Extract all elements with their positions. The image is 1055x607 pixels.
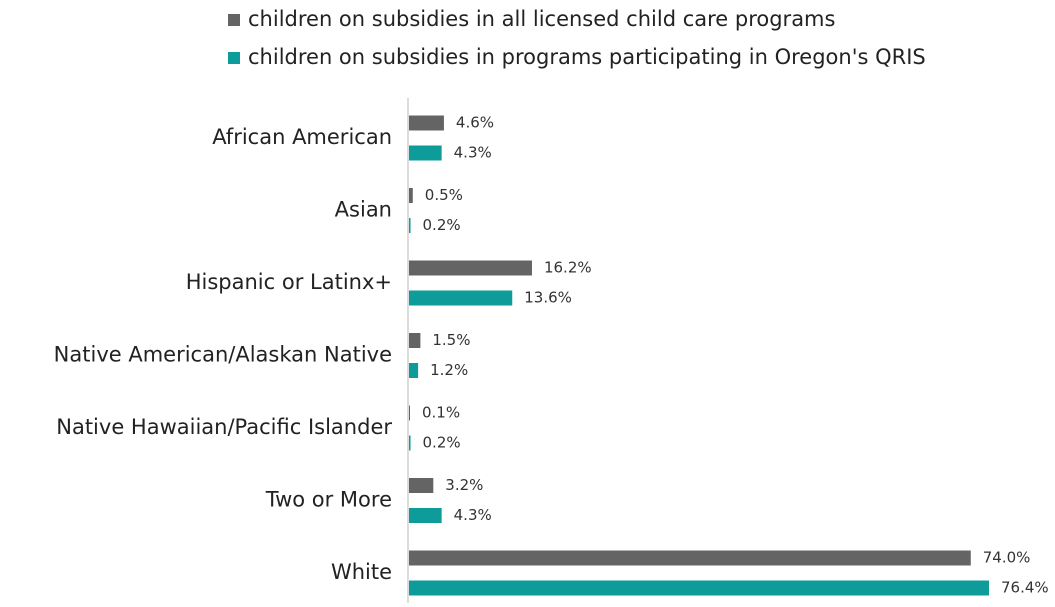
data-label-african-american-series-1: 4.6% bbox=[456, 114, 494, 132]
data-label-asian-series-2: 0.2% bbox=[423, 216, 461, 234]
data-label-two-or-more-series-1: 3.2% bbox=[445, 476, 483, 494]
data-label-native-hawaiian-pacific-islander-series-1: 0.1% bbox=[422, 404, 460, 422]
bar-hispanic-or-latinx-series-1 bbox=[409, 260, 532, 276]
bars bbox=[409, 115, 989, 596]
legend-label-1: children on subsidies in all licensed ch… bbox=[248, 7, 835, 31]
category-labels: African American Asian Hispanic or Latinx+… bbox=[54, 125, 393, 584]
category-label-hispanic-or-latinx: Hispanic or Latinx+ bbox=[186, 270, 392, 294]
category-label-white: White bbox=[331, 560, 392, 584]
data-label-asian-series-1: 0.5% bbox=[425, 186, 463, 204]
bar-white-series-2 bbox=[409, 580, 989, 596]
data-labels: 4.6% 4.3% 0.5% 0.2% 16.2% 13.6% 1.5% 1.2% 0.1% 0.… bbox=[422, 114, 1049, 597]
data-label-native-american-alaskan-native-series-2: 1.2% bbox=[430, 361, 468, 379]
data-label-native-american-alaskan-native-series-1: 1.5% bbox=[432, 331, 470, 349]
category-label-native-hawaiian-pacific-islander: Native Hawaiian/Pacific Islander bbox=[56, 415, 392, 439]
data-label-native-hawaiian-pacific-islander-series-2: 0.2% bbox=[423, 434, 461, 452]
data-label-white-series-2: 76.4% bbox=[1001, 579, 1049, 597]
data-label-hispanic-or-latinx-series-1: 16.2% bbox=[544, 259, 592, 277]
bar-two-or-more-series-2 bbox=[409, 508, 442, 523]
bar-african-american-series-2 bbox=[409, 145, 442, 161]
data-label-african-american-series-2: 4.3% bbox=[454, 144, 492, 162]
category-label-african-american: African American bbox=[212, 125, 392, 149]
category-label-native-american-alaskan-native: Native American/Alaskan Native bbox=[54, 343, 392, 367]
bar-two-or-more-series-1 bbox=[409, 478, 434, 493]
bar-native-hawaiian-pacific-islander-series-2 bbox=[409, 435, 411, 451]
data-label-white-series-1: 74.0% bbox=[983, 549, 1031, 567]
legend: children on subsidies in all licensed ch… bbox=[228, 7, 926, 69]
bar-native-american-alaskan-native-series-1 bbox=[409, 333, 421, 348]
legend-swatch-1 bbox=[228, 14, 240, 26]
legend-label-2: children on subsidies in programs partic… bbox=[248, 45, 926, 69]
category-label-asian: Asian bbox=[335, 198, 392, 222]
bar-native-hawaiian-pacific-islander-series-1 bbox=[409, 405, 410, 421]
data-label-hispanic-or-latinx-series-2: 13.6% bbox=[524, 289, 572, 307]
bar-african-american-series-1 bbox=[409, 115, 444, 131]
bar-asian-series-2 bbox=[409, 218, 411, 233]
bar-native-american-alaskan-native-series-2 bbox=[409, 363, 419, 378]
bar-asian-series-1 bbox=[409, 188, 413, 203]
category-label-two-or-more: Two or More bbox=[265, 488, 392, 512]
bar-white-series-1 bbox=[409, 550, 971, 566]
legend-swatch-2 bbox=[228, 52, 240, 64]
bar-hispanic-or-latinx-series-2 bbox=[409, 290, 513, 306]
data-label-two-or-more-series-2: 4.3% bbox=[454, 506, 492, 524]
